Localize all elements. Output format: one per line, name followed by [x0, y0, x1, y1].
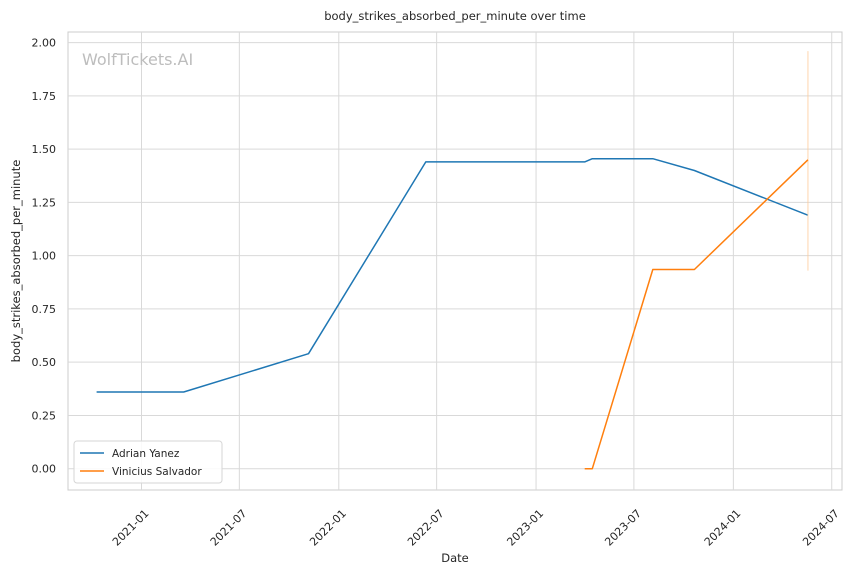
y-tick-label: 0.25	[32, 409, 57, 422]
grid	[68, 32, 842, 490]
y-axis-ticks: 0.00 0.25 0.50 0.75 1.00 1.25 1.50 1.75 2.00	[32, 37, 57, 476]
y-tick-label: 1.50	[32, 143, 57, 156]
series-layer	[96, 51, 809, 470]
x-tick-label: 2022-07	[405, 507, 447, 549]
x-tick-label: 2023-07	[602, 507, 644, 549]
x-tick-label: 2021-01	[110, 507, 152, 549]
x-tick-label: 2021-07	[208, 507, 250, 549]
legend-label-adrian-yanez: Adrian Yanez	[112, 448, 180, 460]
x-tick-label: 2023-01	[504, 507, 546, 549]
chart-title: body_strikes_absorbed_per_minute over ti…	[324, 9, 586, 23]
y-tick-label: 0.75	[32, 303, 57, 316]
watermark: WolfTickets.AI	[82, 50, 193, 69]
series-line-adrian-yanez	[96, 157, 809, 393]
y-tick-label: 1.00	[32, 250, 57, 263]
legend-label-vinicius-salvador: Vinicius Salvador	[112, 466, 202, 478]
y-axis-label: body_strikes_absorbed_per_minute	[9, 160, 23, 363]
legend-box	[73, 440, 223, 484]
y-tick-label: 0.00	[32, 463, 57, 476]
x-tick-label: 2024-01	[702, 507, 744, 549]
x-tick-label: 2024-07	[800, 507, 842, 549]
plot-area	[67, 31, 843, 491]
legend: Adrian Yanez Vinicius Salvador	[73, 440, 223, 484]
y-tick-label: 2.00	[32, 37, 57, 50]
x-axis-ticks: 2021-01 2021-07 2022-01 2022-07 2023-01 2023-…	[110, 507, 842, 549]
y-tick-label: 0.50	[32, 356, 57, 369]
x-axis-label: Date	[441, 551, 469, 565]
y-tick-label: 1.75	[32, 90, 57, 103]
y-tick-label: 1.25	[32, 196, 57, 209]
series-line-vinicius-salvador	[584, 159, 809, 470]
x-tick-label: 2022-01	[307, 507, 349, 549]
